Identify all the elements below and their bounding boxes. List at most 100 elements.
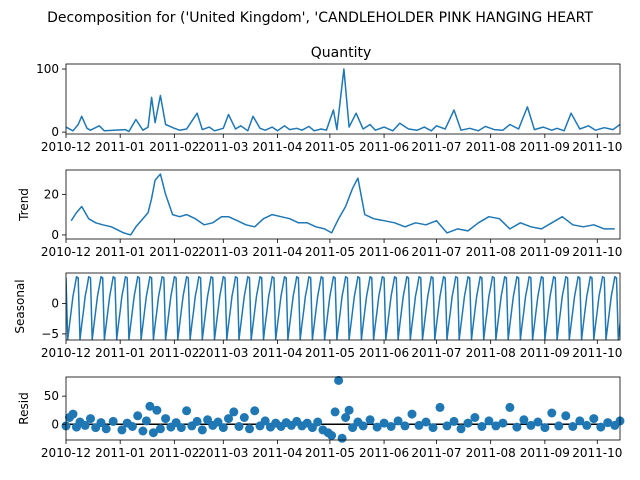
resid-point [456, 424, 466, 434]
x-tick-label: 2011-01 [95, 245, 145, 259]
x-tick-label: 2011-06 [359, 346, 409, 360]
y-tick-label: 100 [36, 62, 59, 76]
x-tick-label: 2011-05 [305, 140, 355, 154]
resid-point [603, 418, 613, 428]
resid-point [117, 425, 127, 435]
resid-point [512, 422, 522, 432]
resid-point [477, 422, 487, 431]
resid-point [80, 420, 90, 430]
seasonal-series-line [66, 275, 620, 340]
y-tick-label: 0 [51, 228, 59, 242]
resid-point [386, 422, 396, 431]
seasonal-y-ticks: −5 0 [41, 296, 66, 341]
resid-point [148, 428, 158, 438]
x-tick-label: 2011-02 [149, 245, 199, 259]
resid-point [344, 405, 354, 415]
resid-point [414, 420, 424, 430]
x-tick-label: 2011-03 [198, 446, 248, 460]
y-tick-label: 50 [44, 389, 59, 403]
y-tick-label: −5 [41, 327, 59, 341]
x-tick-label: 2011-06 [359, 446, 409, 460]
resid-point [407, 409, 417, 419]
resid-axes-frame [65, 376, 621, 441]
x-tick-label: 2011-09 [520, 245, 570, 259]
resid-point [133, 411, 143, 421]
resid-point [213, 417, 223, 427]
resid-point [575, 416, 585, 426]
resid-ylabel: Resid [17, 392, 31, 424]
x-tick-label: 2011-02 [149, 446, 199, 460]
x-tick-label: 2011-06 [359, 245, 409, 259]
resid-point [307, 423, 317, 433]
resid-point [260, 416, 270, 426]
x-tick-label: 2011-10 [572, 346, 622, 360]
resid-point [138, 426, 148, 436]
resid-point [145, 401, 155, 411]
resid-point [435, 402, 445, 412]
x-tick-label: 2011-01 [95, 446, 145, 460]
resid-point [334, 375, 344, 385]
resid-point [86, 414, 95, 424]
resid-point [229, 407, 239, 417]
resid-point [141, 416, 151, 426]
y-tick-label: 0 [51, 417, 59, 431]
resid-point [224, 414, 233, 424]
x-tick-label: 2011-04 [252, 140, 302, 154]
resid-point [540, 423, 550, 433]
trend-ylabel: Trend [17, 188, 31, 222]
resid-scatter-points [61, 375, 625, 443]
x-tick-label: 2010-12 [41, 140, 91, 154]
resid-point [218, 423, 228, 433]
x-tick-label: 2011-09 [520, 140, 570, 154]
figure-suptitle: Decomposition for ('United Kingdom', 'CA… [47, 10, 593, 26]
resid-point [505, 402, 515, 412]
resid-point [470, 413, 480, 422]
resid-point [152, 405, 162, 415]
x-tick-label: 2010-12 [41, 446, 91, 460]
resid-y-ticks: 0 50 [44, 389, 66, 431]
x-tick-label: 2011-07 [411, 140, 461, 154]
resid-point [379, 418, 389, 428]
x-tick-label: 2011-10 [572, 245, 622, 259]
quantity-series-line [66, 68, 620, 133]
resid-point [176, 423, 186, 433]
resid-point [197, 425, 207, 435]
resid-point [182, 406, 192, 416]
trend-axes-frame [65, 169, 621, 240]
x-tick-label: 2011-08 [466, 446, 516, 460]
resid-point [498, 418, 508, 428]
resid-point [568, 422, 578, 431]
resid-point [596, 422, 606, 432]
x-tick-label: 2011-08 [466, 346, 516, 360]
seasonal-axes-frame [65, 272, 621, 341]
panel-quantity-title: Quantity [311, 45, 372, 61]
x-tick-label: 2011-09 [520, 446, 570, 460]
resid-point [358, 421, 368, 431]
x-tick-label: 2011-09 [520, 346, 570, 360]
resid-point [250, 406, 260, 416]
resid-point [491, 421, 501, 431]
x-tick-label: 2011-07 [411, 346, 461, 360]
resid-point [372, 422, 382, 432]
x-tick-label: 2011-08 [466, 245, 516, 259]
resid-point [442, 421, 452, 431]
x-tick-label: 2011-01 [95, 346, 145, 360]
resid-point [449, 416, 459, 426]
x-tick-label: 2011-02 [149, 140, 199, 154]
resid-point [239, 413, 249, 422]
resid-point [68, 409, 78, 419]
resid-point [108, 416, 118, 426]
x-tick-label: 2011-10 [572, 446, 622, 460]
seasonal-ylabel: Seasonal [13, 279, 27, 333]
resid-point [554, 421, 564, 431]
resid-point [330, 407, 340, 417]
quantity-axes-frame [65, 63, 621, 135]
x-tick-label: 2011-05 [305, 446, 355, 460]
